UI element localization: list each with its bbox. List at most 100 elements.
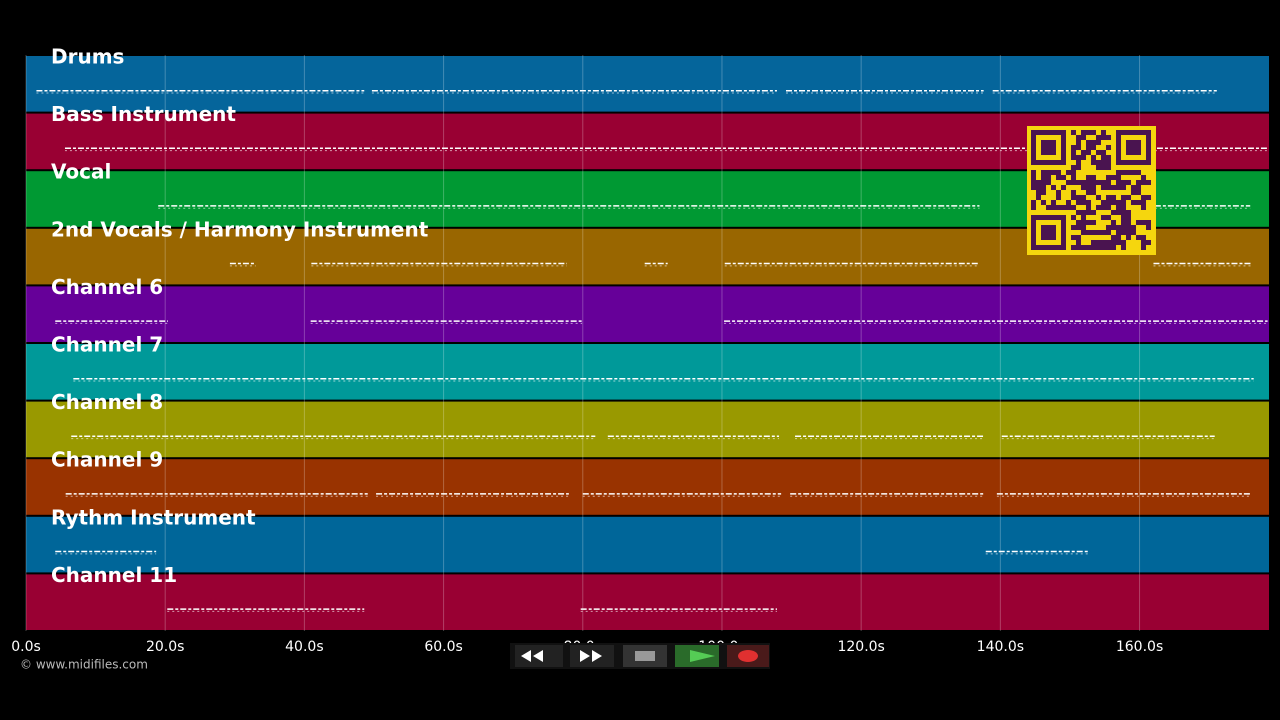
qr-cell xyxy=(1081,130,1086,135)
qr-cell xyxy=(1116,170,1121,175)
qr-cell xyxy=(1126,180,1131,185)
forward-button[interactable] xyxy=(570,645,614,667)
qr-cell xyxy=(1091,140,1096,145)
qr-cell xyxy=(1096,195,1101,200)
note-segment xyxy=(992,89,1217,94)
qr-cell xyxy=(1096,140,1101,145)
qr-cell xyxy=(1076,140,1081,145)
qr-cell xyxy=(1071,205,1076,210)
record-button[interactable] xyxy=(727,645,769,667)
qr-cell xyxy=(1136,200,1141,205)
stop-button[interactable] xyxy=(623,645,667,667)
note-segment xyxy=(1153,262,1251,267)
qr-cell xyxy=(1071,215,1076,220)
qr-cell xyxy=(1096,240,1101,245)
qr-cell xyxy=(1076,220,1081,225)
note-segment xyxy=(167,608,365,612)
qr-cell xyxy=(1081,195,1086,200)
qr-cell xyxy=(1051,200,1056,205)
qr-cell xyxy=(1101,150,1106,155)
qr-cell xyxy=(1071,130,1076,135)
track-lane xyxy=(26,459,1269,515)
qr-cell xyxy=(1131,225,1136,230)
track-lane xyxy=(26,286,1269,342)
qr-cell xyxy=(1086,140,1091,145)
qr-cell xyxy=(1121,225,1126,230)
qr-cell xyxy=(1036,180,1041,185)
qr-cell xyxy=(1091,175,1096,180)
qr-cell xyxy=(1146,240,1151,245)
qr-cell xyxy=(1081,150,1086,155)
note-segment xyxy=(1154,205,1251,209)
qr-cell xyxy=(1116,200,1121,205)
qr-cell xyxy=(1071,145,1076,150)
qr-cell xyxy=(1091,240,1096,245)
qr-cell xyxy=(1106,155,1111,160)
transport-controls xyxy=(510,643,770,669)
qr-cell xyxy=(1031,185,1036,190)
qr-cell xyxy=(1131,230,1136,235)
qr-cell xyxy=(1126,170,1131,175)
note-segment xyxy=(65,493,368,497)
track-name: Channel 6 xyxy=(51,275,163,299)
qr-cell xyxy=(1081,180,1086,185)
qr-cell xyxy=(1101,215,1106,220)
qr-cell xyxy=(1071,195,1076,200)
qr-cell xyxy=(1121,240,1126,245)
qr-cell xyxy=(1111,240,1116,245)
qr-cell xyxy=(1091,180,1096,185)
note-segment xyxy=(55,320,168,324)
rewind-button[interactable] xyxy=(515,645,563,667)
qr-cell xyxy=(1106,200,1111,205)
qr-cell xyxy=(1066,205,1071,210)
note-segment xyxy=(644,262,668,267)
track-lane xyxy=(26,401,1269,458)
qr-cell xyxy=(1141,235,1146,240)
qr-cell xyxy=(1056,205,1061,210)
qr-cell xyxy=(1121,170,1126,175)
play-button[interactable] xyxy=(675,645,719,667)
qr-cell xyxy=(1081,245,1086,250)
qr-cell xyxy=(1091,185,1096,190)
qr-cell xyxy=(1111,210,1116,215)
qr-cell xyxy=(1111,200,1116,205)
qr-cell xyxy=(1116,175,1121,180)
x-tick-label: 20.0s xyxy=(146,639,184,655)
qr-cell xyxy=(1126,235,1131,240)
x-tick-label: 0.0s xyxy=(11,639,41,655)
note-segment xyxy=(996,493,1251,497)
qr-cell xyxy=(1081,220,1086,225)
qr-cell xyxy=(1081,225,1086,230)
qr-cell xyxy=(1076,180,1081,185)
note-segment xyxy=(36,89,365,94)
qr-cell xyxy=(1076,245,1081,250)
icon xyxy=(521,650,543,662)
qr-cell xyxy=(1036,195,1041,200)
icon xyxy=(635,651,655,661)
qr-cell xyxy=(1041,190,1046,195)
qr-cell xyxy=(1041,170,1046,175)
qr-cell xyxy=(1071,155,1076,160)
qr-cell xyxy=(1031,180,1036,185)
track-name: Channel 8 xyxy=(51,390,163,414)
qr-cell xyxy=(1106,160,1111,165)
qr-cell xyxy=(1046,170,1051,175)
qr-cell xyxy=(1141,220,1146,225)
qr-cell xyxy=(1106,195,1111,200)
track-name: Channel 7 xyxy=(51,333,163,357)
qr-cell xyxy=(1071,190,1076,195)
note-segment xyxy=(371,89,777,94)
qr-finder xyxy=(1031,215,1066,250)
qr-cell xyxy=(1116,230,1121,235)
track-name: 2nd Vocals / Harmony Instrument xyxy=(51,217,429,241)
track-name: Channel 9 xyxy=(51,448,163,472)
note-segment xyxy=(310,320,583,324)
qr-cell xyxy=(1136,185,1141,190)
qr-cell xyxy=(1116,180,1121,185)
qr-cell xyxy=(1121,220,1126,225)
qr-cell xyxy=(1116,235,1121,240)
qr-cell xyxy=(1051,205,1056,210)
qr-cell xyxy=(1126,210,1131,215)
qr-finder xyxy=(1041,140,1056,155)
